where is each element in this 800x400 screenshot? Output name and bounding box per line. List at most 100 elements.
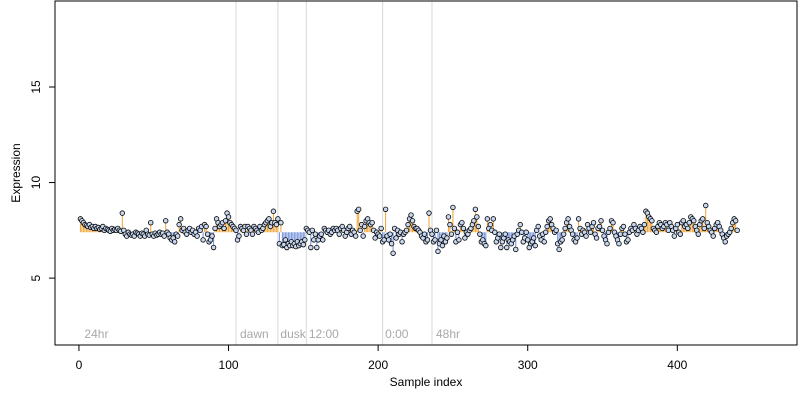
- data-point-318: [553, 227, 559, 234]
- data-point-348: [598, 218, 604, 224]
- data-point-323: [560, 231, 567, 237]
- annotation-48hr: 48hr: [436, 327, 460, 341]
- data-point-78: [194, 233, 200, 239]
- data-point-156: [311, 237, 317, 243]
- plot-frame: [54, 0, 798, 346]
- data-point-204: [382, 206, 389, 213]
- x-tick-label-100: 100: [219, 358, 239, 372]
- data-point-281: [498, 244, 504, 251]
- data-point-329: [569, 231, 576, 237]
- data-point-235: [429, 231, 435, 237]
- data-point-189: [360, 233, 366, 239]
- x-tick-label-0: 0: [76, 358, 83, 372]
- data-point-265: [474, 214, 480, 220]
- divider-lines: [235, 1, 433, 345]
- data-point-96: [221, 225, 227, 232]
- data-point-97: [222, 218, 229, 224]
- data-point-195: [369, 219, 375, 226]
- data-point-253: [456, 237, 462, 243]
- data-point-209: [390, 250, 396, 256]
- data-point-276: [490, 216, 497, 222]
- data-point-291: [513, 246, 519, 253]
- data-point-352: [604, 241, 610, 247]
- data-point-399: [674, 221, 681, 228]
- y-axis-title: Expression: [9, 143, 23, 202]
- data-point-284: [502, 231, 508, 237]
- data-point-131: [273, 221, 280, 228]
- data-point-241: [438, 237, 444, 243]
- x-tick-label-300: 300: [518, 358, 538, 372]
- data-point-88: [209, 233, 215, 239]
- data-point-239: [435, 248, 441, 255]
- data-point-85: [204, 231, 211, 237]
- data-point-56: [161, 233, 167, 239]
- data-point-106: [236, 233, 242, 239]
- data-point-311: [542, 229, 549, 235]
- data-point-232: [424, 237, 431, 243]
- data-point-150: [302, 237, 308, 243]
- data-point-366: [625, 237, 631, 243]
- data-point-343: [590, 219, 597, 226]
- y-axis: 5 10 15: [29, 80, 56, 281]
- data-point-312: [544, 223, 550, 230]
- data-point-129: [270, 208, 277, 214]
- data-point-65: [174, 233, 181, 239]
- annotation-dawn: dawn: [240, 327, 269, 341]
- data-point-274: [487, 221, 494, 228]
- data-point-28: [119, 210, 126, 216]
- data-point-332: [574, 235, 580, 241]
- data-point-66: [176, 221, 182, 228]
- data-point-154: [308, 244, 314, 251]
- annotation-labels: 24hr dawn dusk 12:00 0:00 48hr: [84, 327, 460, 341]
- x-axis: 0 100 200 300 400: [76, 344, 688, 372]
- data-point-221: [408, 212, 414, 218]
- data-point-438: [732, 218, 739, 224]
- data-point-360: [616, 241, 622, 247]
- data-point-401: [677, 231, 684, 237]
- data-point-200: [376, 233, 383, 239]
- data-point-238: [433, 227, 440, 234]
- data-point-126: [266, 216, 272, 222]
- data-point-233: [426, 210, 432, 216]
- data-point-246: [445, 214, 452, 220]
- data-point-157: [312, 231, 318, 237]
- annotation-24hr: 24hr: [84, 327, 108, 341]
- data-point-376: [640, 229, 646, 235]
- data-point-90: [212, 225, 218, 232]
- data-point-132: [275, 216, 281, 222]
- data-point-277: [492, 229, 498, 235]
- data-point-161: [318, 231, 324, 237]
- data-point-67: [177, 216, 184, 222]
- data-point-333: [575, 216, 582, 222]
- data-point-155: [309, 227, 316, 234]
- data-point-364: [622, 231, 628, 237]
- data-point-197: [372, 235, 378, 241]
- data-point-439: [734, 227, 740, 234]
- annotation-1200: 12:00: [309, 327, 339, 341]
- data-point-264: [472, 206, 479, 213]
- data-point-149: [300, 241, 307, 248]
- data-point-82: [200, 237, 206, 243]
- data-point-89: [210, 244, 217, 251]
- data-point-162: [320, 237, 326, 243]
- data-point-410: [691, 218, 697, 224]
- data-point-361: [617, 231, 624, 237]
- data-point-306: [535, 223, 541, 230]
- data-point-403: [680, 218, 687, 224]
- series-points: [77, 202, 740, 256]
- data-point-326: [565, 216, 571, 222]
- data-point-338: [583, 233, 589, 239]
- data-point-413: [695, 231, 701, 237]
- y-tick-label-5: 5: [29, 274, 43, 281]
- data-point-417: [701, 225, 707, 232]
- data-point-407: [686, 219, 692, 226]
- data-point-322: [559, 237, 565, 243]
- data-point-134: [278, 219, 284, 226]
- data-point-215: [399, 239, 405, 245]
- data-point-295: [519, 229, 525, 235]
- data-point-247: [447, 221, 453, 228]
- data-point-57: [163, 218, 169, 224]
- annotation-dusk: dusk: [280, 327, 306, 341]
- data-point-397: [671, 233, 678, 239]
